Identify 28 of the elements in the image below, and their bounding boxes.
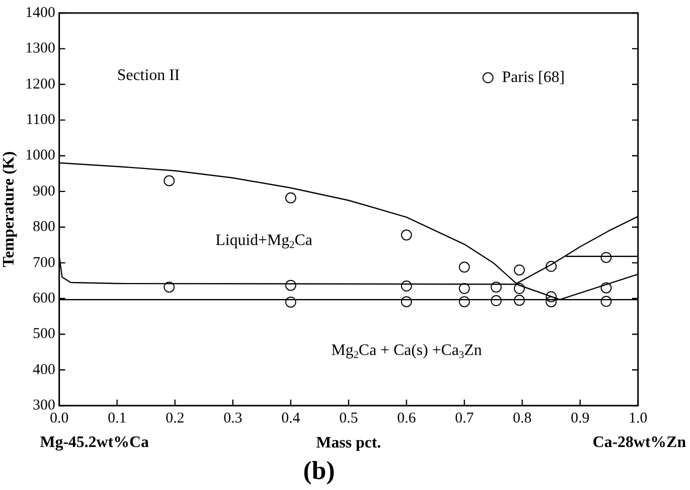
x-tick-label: 0.1 (108, 410, 126, 427)
x-tick-label: 0.6 (397, 410, 416, 427)
y-tick-label: 1000 (25, 148, 56, 164)
y-tick-label: 1300 (25, 40, 56, 57)
y-tick-label: 1200 (25, 76, 56, 92)
x-tick-label: 0.2 (166, 410, 184, 427)
y-tick-label: 700 (32, 254, 56, 271)
x-tick-label: 1.0 (628, 410, 648, 427)
x-tick-label: 0.3 (223, 410, 242, 427)
text: Mg-45.2wt%Ca (40, 434, 149, 451)
y-tick-label: 800 (32, 219, 56, 236)
x-tick-label: 0.4 (281, 410, 301, 427)
text: Ca-28wt%Zn (592, 434, 686, 451)
y-tick-label: 1100 (26, 112, 56, 128)
x-tick-label: 0.8 (512, 410, 532, 427)
x-tick-label: 0.9 (570, 410, 590, 427)
annotation: Section II (117, 67, 180, 84)
x-tick-label: 0.7 (454, 410, 474, 427)
legend-label: Paris [68] (502, 68, 565, 86)
y-tick-label: 900 (32, 183, 56, 200)
x-tick-label: 0.5 (339, 410, 358, 427)
y-tick-label: 600 (32, 290, 56, 306)
x-axis-title: Mass pct. (316, 434, 382, 452)
y-tick-label: 500 (32, 326, 56, 342)
y-tick-label: 400 (32, 362, 56, 378)
y-tick-label: 1400 (25, 4, 56, 21)
y-axis-title: Temperature (K) (0, 151, 18, 268)
text: (b) (303, 456, 335, 486)
